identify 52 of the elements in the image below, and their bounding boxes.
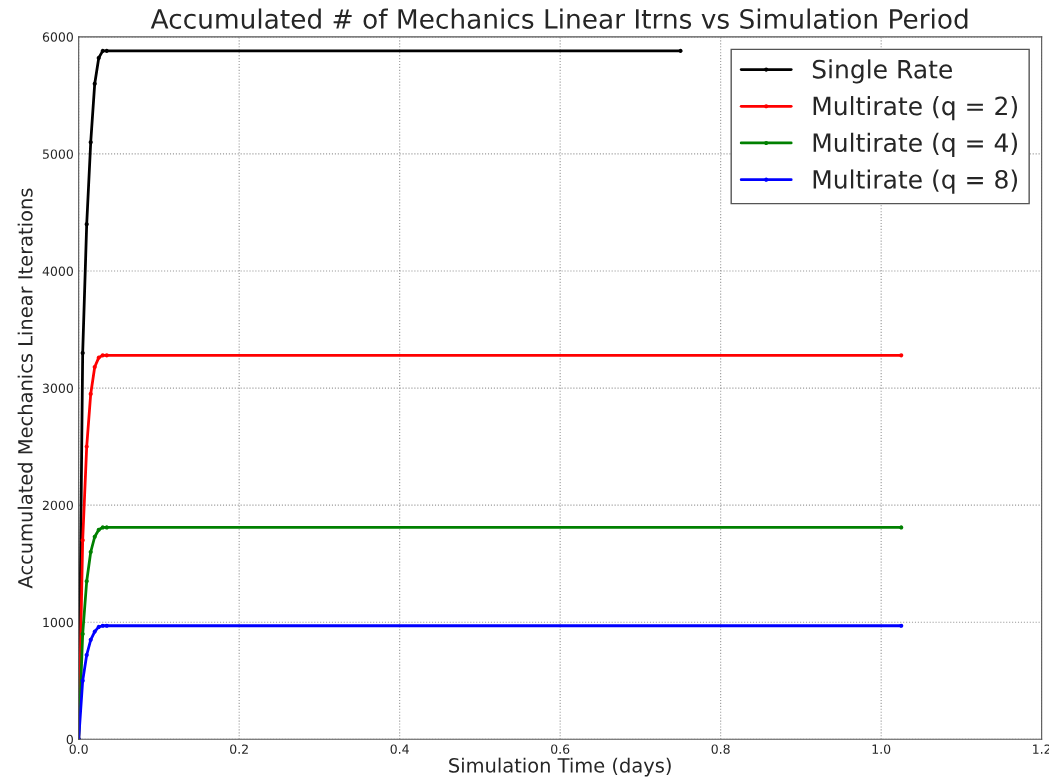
point [88,391,93,397]
point [80,350,85,356]
point [100,525,105,530]
x-tick-label: 0.6 [551,744,570,754]
y-axis-title: Accumulated Mechanics Linear Iterations [17,188,33,589]
point [899,623,904,628]
point [104,48,109,53]
point [88,140,93,145]
point [104,623,109,628]
y-tick-label: 3000 [42,383,73,394]
y-tick-label: 1000 [43,617,73,628]
x-tick-label: 1.0 [872,744,891,754]
y-tick-label: 4000 [42,266,73,276]
point [92,364,97,370]
legend-label: Multirate (q = 8) [813,169,1018,194]
y-tick-label: 2000 [42,500,73,511]
point [100,48,105,53]
x-tick-label: 0.8 [711,744,730,754]
point [96,527,101,532]
point [100,623,105,628]
point [88,549,93,555]
y-tick-label: 6000 [42,32,73,42]
legend-label: Single Rate [812,59,952,84]
point [92,629,97,634]
point [84,652,89,658]
point [96,55,101,61]
legend-label: Multirate (q = 4) [813,132,1018,157]
point [84,222,89,227]
point [92,81,97,86]
point [100,353,105,358]
point [84,579,89,584]
y-tick-label: 5000 [42,149,73,159]
point [80,631,85,637]
point [80,538,85,543]
x-axis-title: Simulation Time (days) [449,757,671,777]
legend-label: Multirate (q = 2) [813,96,1018,121]
x-tick-label: 0.0 [69,744,88,754]
x-tick-label: 0.4 [390,744,409,754]
point [678,48,683,53]
point [84,444,89,449]
x-tick-label: 0.2 [230,744,248,754]
point [104,525,109,530]
point [899,353,904,358]
chart-title: Accumulated # of Mechanics Linear Itrns vs Simulation Period [150,8,968,29]
point [88,637,93,642]
y-tick-label: 0 [66,734,73,745]
point [92,534,97,539]
point [80,678,85,683]
point [104,353,109,358]
point [96,624,101,629]
point [96,355,101,360]
point [899,525,904,530]
